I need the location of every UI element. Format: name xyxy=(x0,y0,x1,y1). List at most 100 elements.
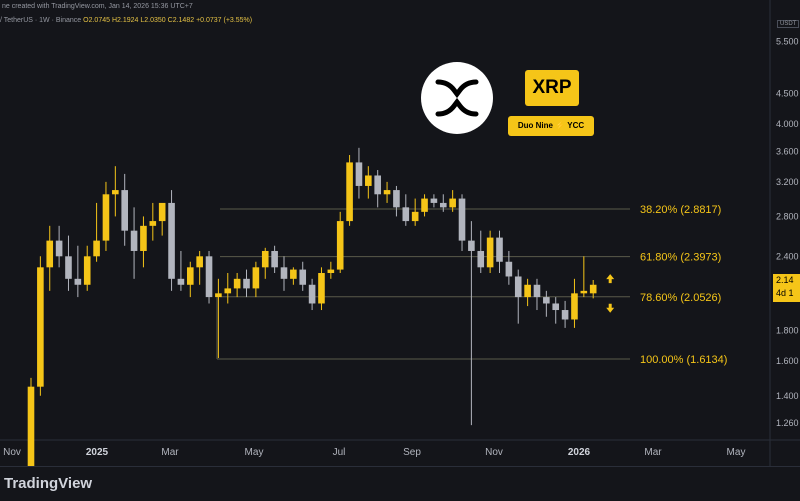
candle-body xyxy=(215,293,222,298)
footer-bar: TradingView xyxy=(0,466,800,501)
candle-body xyxy=(346,162,353,222)
candle-body xyxy=(393,190,400,208)
candle-body xyxy=(477,250,485,268)
x-tick-label: Jul xyxy=(333,447,346,458)
ohlc-high: H2.1924 xyxy=(111,17,139,24)
candle-body xyxy=(336,221,344,270)
xrp-x-icon xyxy=(421,62,493,134)
candle-body xyxy=(430,198,438,203)
candle-body xyxy=(552,303,560,311)
x-tick-label: 2026 xyxy=(568,447,591,458)
x-tick-label: Mar xyxy=(644,447,662,458)
candle-body xyxy=(580,290,588,294)
candle-body xyxy=(402,207,410,222)
ohlc-open: O2.0745 xyxy=(83,17,110,24)
candle-body xyxy=(514,276,522,298)
candle-body xyxy=(93,240,100,257)
y-tick-label: 4.000 xyxy=(776,119,799,129)
ticker-badge: XRP xyxy=(525,70,579,106)
candle-body xyxy=(589,284,597,294)
current-price-tag: 2.14 4d 1 xyxy=(773,274,800,302)
candle-body xyxy=(458,198,466,241)
y-tick-label: 5.500 xyxy=(776,37,799,47)
fib-label: 78.60% (2.0526) xyxy=(640,292,721,304)
chart-header: ne created with TradingView.com, Jan 14,… xyxy=(0,0,800,14)
candle-body xyxy=(439,202,447,208)
candle-body xyxy=(83,256,91,285)
arrow-up-icon xyxy=(606,274,615,284)
y-tick-label: 1.600 xyxy=(776,356,799,366)
fib-label: 100.00% (1.6134) xyxy=(640,354,727,366)
x-tick-label: May xyxy=(245,447,264,458)
currency-label: USDT xyxy=(777,20,800,28)
ohlc-low: L2.0350 xyxy=(140,17,166,24)
candle-body xyxy=(27,386,35,483)
candle-body xyxy=(261,250,269,268)
candle-body xyxy=(46,240,54,268)
candle-body xyxy=(74,278,82,285)
candle-body xyxy=(55,240,63,257)
candle-body xyxy=(252,267,260,289)
candle-body xyxy=(37,267,44,387)
x-tick-label: Nov xyxy=(485,447,503,458)
x-tick-label: Sep xyxy=(403,447,421,458)
fib-label: 61.80% (2.3973) xyxy=(640,252,721,264)
y-tick-label: 1.800 xyxy=(776,326,799,336)
tradingview-logo-icon[interactable]: TradingView xyxy=(4,475,92,492)
x-tick-label: Mar xyxy=(161,447,179,458)
candle-body xyxy=(233,278,241,289)
candle-body xyxy=(571,293,578,320)
x-tick-label: 2025 xyxy=(86,447,109,458)
y-tick-label: 2.400 xyxy=(776,251,799,261)
candle-body xyxy=(290,269,297,279)
y-tick-label: 2.800 xyxy=(776,211,799,221)
candle-body xyxy=(224,288,232,294)
symbol-info-line: / TetherUS · 1W · Binance O2.0745 H2.192… xyxy=(0,14,252,28)
candle-body xyxy=(149,221,157,226)
ohlc-close: C2.1482 xyxy=(167,17,195,24)
candle-body xyxy=(383,190,391,195)
candle-body xyxy=(374,175,381,195)
candle-body xyxy=(121,190,128,231)
candle-body xyxy=(140,225,147,251)
candle-body xyxy=(355,162,363,186)
candle-body xyxy=(112,190,119,195)
candle-body xyxy=(411,211,419,222)
y-tick-label: 3.600 xyxy=(776,146,799,156)
candle-body xyxy=(524,284,531,298)
candle-body xyxy=(543,297,550,304)
candle-body xyxy=(365,175,372,186)
author-badge: Duo Nine ⚡ YCC xyxy=(508,116,594,136)
candle-body xyxy=(299,269,307,285)
candle-body xyxy=(449,198,456,208)
x-tick-label: Nov xyxy=(3,447,21,458)
candle-body xyxy=(205,256,213,298)
candle-body xyxy=(468,240,475,251)
current-price-value: 2.14 xyxy=(776,275,794,285)
candle-body xyxy=(168,202,175,279)
x-tick-label: May xyxy=(727,447,746,458)
symbol-pair[interactable]: / TetherUS · 1W · Binance xyxy=(0,17,82,24)
candle-body xyxy=(130,230,138,251)
candle-body xyxy=(243,278,250,289)
candle-body xyxy=(186,267,194,285)
candle-body xyxy=(65,256,72,279)
candle-body xyxy=(421,198,428,212)
candle-body xyxy=(496,237,503,262)
arrow-down-icon xyxy=(606,303,615,313)
candle-body xyxy=(505,261,513,277)
candle-body xyxy=(318,273,325,304)
candle-body xyxy=(308,284,316,304)
candle-body xyxy=(280,267,288,279)
y-tick-label: 3.200 xyxy=(776,177,799,187)
candle-body xyxy=(158,202,166,222)
candle-body xyxy=(533,284,541,298)
tradingview-brand: TradingView xyxy=(4,475,93,492)
fib-label: 38.20% (2.8817) xyxy=(640,204,721,216)
candle-body xyxy=(177,278,185,285)
y-tick-label: 1.400 xyxy=(776,391,799,401)
candle-body xyxy=(271,250,278,268)
candle-body xyxy=(561,310,569,320)
y-tick-label: 1.260 xyxy=(776,418,799,428)
